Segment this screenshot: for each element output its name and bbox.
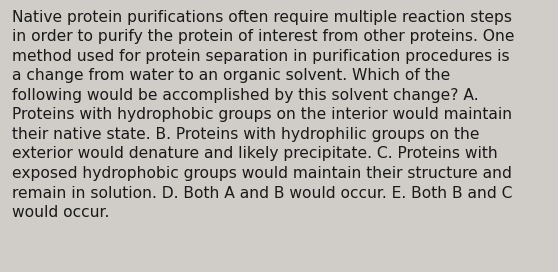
Text: Native protein purifications often require multiple reaction steps
in order to p: Native protein purifications often requi… — [12, 10, 515, 220]
